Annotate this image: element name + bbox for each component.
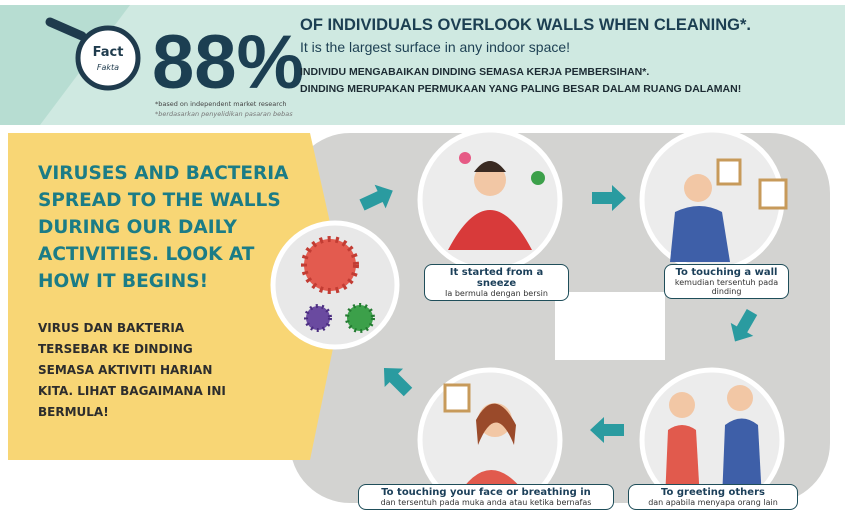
intro-text-ms: VIRUS DAN BAKTERIA TERSEBAR KE DINDING S… [38, 318, 243, 423]
virus [304, 239, 356, 291]
person [670, 206, 730, 262]
subline-ms: DINDING MERUPAKAN PERMUKAAN YANG PALING … [300, 83, 741, 95]
wall-circle [642, 130, 786, 270]
step-label: To touching a wall kemudian tersentuh pa… [664, 264, 789, 299]
footnote-ms: *berdasarkan penyelidikan pasaran bebas [155, 110, 293, 118]
step-title: To greeting others [633, 487, 793, 498]
step-label: To touching your face or breathing in da… [358, 484, 614, 510]
virus [306, 306, 330, 330]
step-subtitle: Ia bermula dengan bersin [429, 289, 564, 298]
sneeze-circle [420, 130, 560, 270]
headline: OF INDIVIDUALS OVERLOOK WALLS WHEN CLEAN… [300, 16, 751, 34]
frame [760, 180, 786, 208]
head [669, 392, 695, 418]
stat: 88% [152, 20, 304, 105]
frame [445, 385, 469, 411]
frame [718, 160, 740, 184]
virus [347, 305, 373, 331]
step-title: To touching a wall [669, 267, 784, 278]
head [727, 385, 753, 411]
step-subtitle: dan tersentuh pada muka anda atau ketika… [363, 498, 609, 507]
germ [531, 171, 545, 185]
infographic: Fact Fakta 88% OF INDIVIDUALS OVERLOOK W… [0, 0, 845, 517]
headline-ms: INDIVIDU MENGABAIKAN DINDING SEMASA KERJ… [300, 66, 649, 78]
step-label: It started from a sneeze Ia bermula deng… [424, 264, 569, 301]
step-subtitle: dan apabila menyapa orang lain [633, 498, 793, 507]
germ [459, 152, 471, 164]
footnote: *based on independent market research [155, 100, 287, 108]
badge: Fact [93, 45, 124, 60]
intro-text: VIRUSES AND BACTERIA SPREAD TO THE WALLS… [38, 160, 293, 295]
step-title: It started from a sneeze [429, 267, 564, 289]
subline: It is the largest surface in any indoor … [300, 39, 570, 55]
badge-sub: Fakta [97, 63, 119, 72]
step-title: To touching your face or breathing in [363, 487, 609, 498]
step-subtitle: kemudian tersentuh pada dinding [669, 278, 784, 296]
head [684, 174, 712, 202]
step-label: To greeting others dan apabila menyapa o… [628, 484, 798, 510]
path-gap [555, 292, 665, 360]
